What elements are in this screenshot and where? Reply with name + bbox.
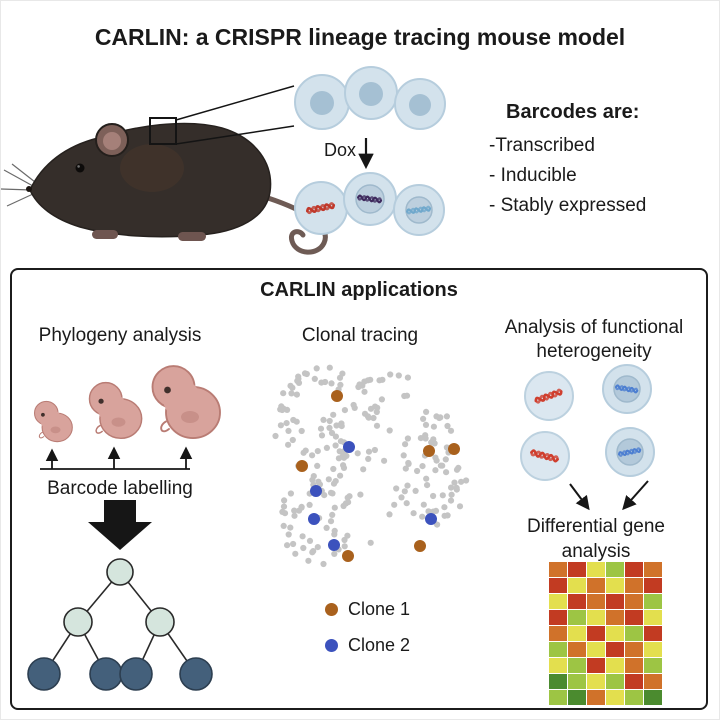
zoom-box bbox=[149, 85, 295, 145]
heatmap-cell bbox=[644, 594, 662, 609]
figure-title: CARLIN: a CRISPR lineage tracing mouse m… bbox=[94, 24, 626, 50]
heatmap-cell bbox=[644, 610, 662, 625]
heatmap-cell bbox=[549, 578, 567, 593]
cell-icon bbox=[394, 78, 446, 130]
heatmap-cell bbox=[606, 562, 624, 577]
heatmap-cell bbox=[587, 658, 605, 673]
heatmap-cell bbox=[587, 578, 605, 593]
heatmap-cell bbox=[625, 626, 643, 641]
heatmap-cell bbox=[625, 642, 643, 657]
heatmap-cell bbox=[549, 642, 567, 657]
mouse-tail bbox=[265, 195, 328, 255]
heatmap-cell bbox=[587, 626, 605, 641]
clone-legend: Clone 1 Clone 2 bbox=[325, 599, 410, 671]
heatmap-cell bbox=[549, 674, 567, 689]
heatmap-cell bbox=[644, 626, 662, 641]
barcoded-cell-red-icon bbox=[294, 181, 348, 235]
phylogeny-heading: Phylogeny analysis bbox=[38, 325, 202, 346]
heatmap-cell bbox=[606, 642, 624, 657]
heatmap-cell bbox=[625, 690, 643, 705]
legend-item-clone2: Clone 2 bbox=[325, 635, 410, 656]
heatmap-cell bbox=[606, 626, 624, 641]
heatmap-cell bbox=[606, 594, 624, 609]
barcoded-cell-purple-icon bbox=[343, 172, 397, 226]
heatmap-cell bbox=[587, 642, 605, 657]
clone2-label: Clone 2 bbox=[348, 635, 411, 655]
dox-label: Dox bbox=[323, 140, 356, 160]
heatmap-cell bbox=[568, 610, 586, 625]
clonal-heading: Clonal tracing bbox=[301, 325, 419, 346]
heatmap-cell bbox=[549, 658, 567, 673]
heatmap-cell bbox=[625, 562, 643, 577]
differential-gene-label: Differential gene analysis bbox=[526, 516, 666, 562]
heatmap-cell bbox=[568, 562, 586, 577]
heatmap-cell bbox=[644, 562, 662, 577]
barcodes-item-inducible: - Inducible bbox=[489, 165, 577, 186]
barcodes-list: -Transcribed - Inducible - Stably expres… bbox=[489, 131, 646, 221]
heatmap-cell bbox=[606, 578, 624, 593]
heatmap-cell bbox=[644, 658, 662, 673]
heatmap-cell bbox=[568, 594, 586, 609]
heatmap-cell bbox=[644, 578, 662, 593]
mouse-body bbox=[29, 122, 272, 238]
heatmap-cell bbox=[644, 690, 662, 705]
barcode-labelling-label: Barcode labelling bbox=[47, 478, 193, 499]
mouse-illustration-icon bbox=[0, 122, 328, 255]
heatmap-cell bbox=[568, 674, 586, 689]
heatmap-cell bbox=[625, 610, 643, 625]
mouse-eye bbox=[75, 163, 85, 173]
heatmap-cell bbox=[587, 610, 605, 625]
heatmap-cell bbox=[606, 674, 624, 689]
cells-before-dox bbox=[294, 66, 446, 130]
heatmap-cell bbox=[549, 690, 567, 705]
heatmap-cell bbox=[549, 562, 567, 577]
mouse-ear bbox=[95, 123, 129, 157]
legend-item-clone1: Clone 1 bbox=[325, 599, 410, 620]
heatmap-cell bbox=[625, 658, 643, 673]
heatmap-cell bbox=[568, 642, 586, 657]
applications-panel bbox=[10, 268, 708, 710]
heatmap-cell bbox=[549, 594, 567, 609]
gene-expression-heatmap bbox=[549, 562, 662, 705]
clone1-dot-icon bbox=[325, 603, 338, 616]
heatmap-cell bbox=[568, 578, 586, 593]
heatmap-cell bbox=[606, 690, 624, 705]
heatmap-cell bbox=[587, 562, 605, 577]
heatmap-cell bbox=[568, 690, 586, 705]
barcodes-item-transcribed: -Transcribed bbox=[489, 135, 595, 156]
barcodes-item-stable: - Stably expressed bbox=[489, 195, 647, 216]
heatmap-cell bbox=[606, 610, 624, 625]
heatmap-cell bbox=[606, 658, 624, 673]
heatmap-cell bbox=[587, 674, 605, 689]
heatmap-cell bbox=[549, 610, 567, 625]
heatmap-cell bbox=[587, 594, 605, 609]
heatmap-cell bbox=[625, 674, 643, 689]
heatmap-cell bbox=[568, 626, 586, 641]
heatmap-cell bbox=[625, 578, 643, 593]
heatmap-cell bbox=[625, 594, 643, 609]
clone2-dot-icon bbox=[325, 639, 338, 652]
barcodes-heading: Barcodes are: bbox=[506, 101, 640, 123]
applications-heading: CARLIN applications bbox=[260, 279, 458, 301]
heatmap-cell bbox=[587, 690, 605, 705]
cell-icon bbox=[344, 66, 398, 120]
heatmap-cell bbox=[549, 626, 567, 641]
heatmap-cell bbox=[644, 642, 662, 657]
mouse-nose bbox=[26, 186, 32, 192]
barcoded-cell-blue-icon bbox=[393, 184, 445, 236]
heatmap-cell bbox=[644, 674, 662, 689]
cells-barcoded bbox=[294, 172, 445, 236]
mouse-whiskers bbox=[0, 163, 36, 207]
cell-icon bbox=[294, 74, 350, 130]
clone1-label: Clone 1 bbox=[348, 599, 411, 619]
heterogeneity-heading: Analysis of functional heterogeneity bbox=[504, 317, 684, 362]
heatmap-cell bbox=[568, 658, 586, 673]
